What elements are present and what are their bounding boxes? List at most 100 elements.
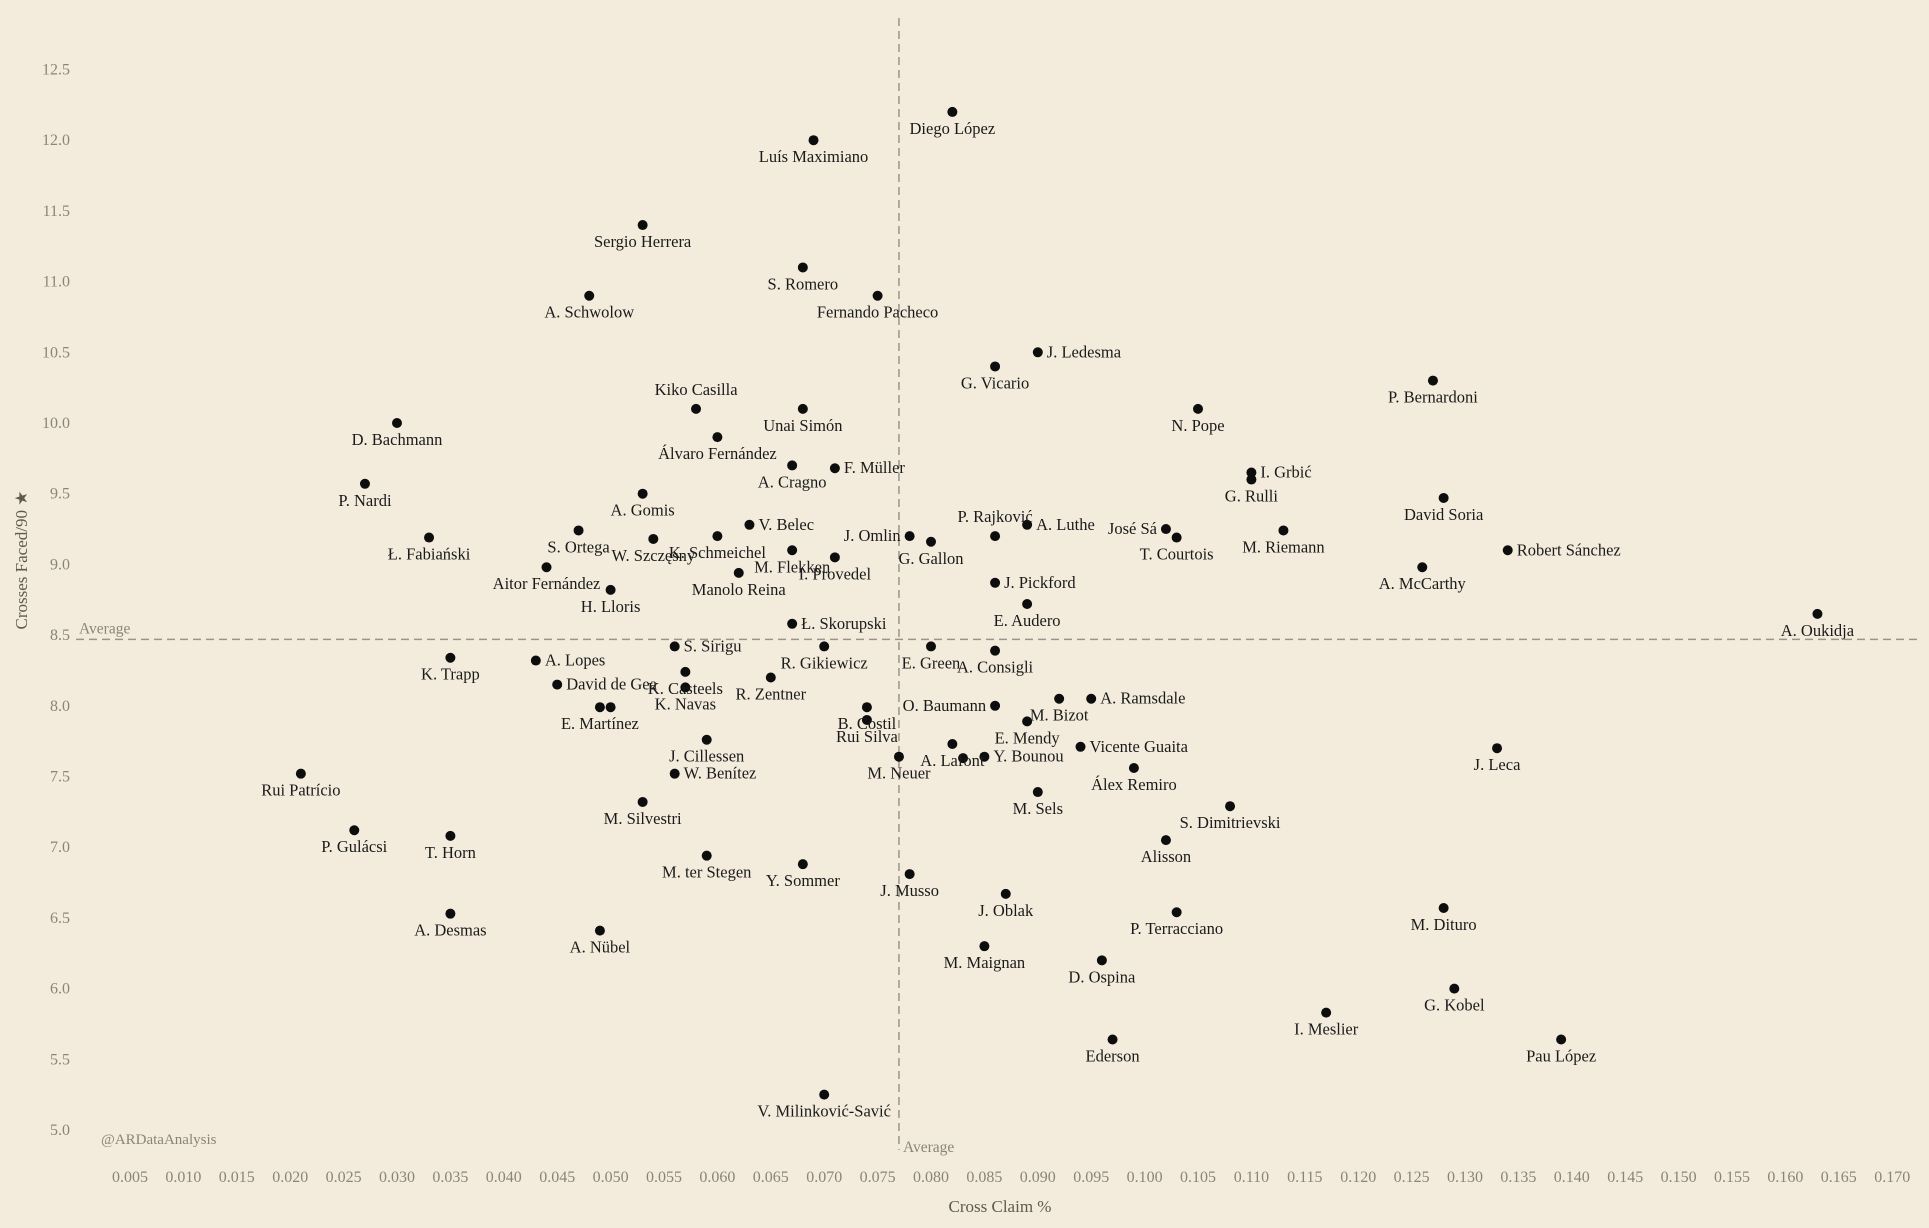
data-point [1000, 888, 1011, 899]
data-point [594, 925, 605, 936]
x-tick-label: 0.065 [753, 1169, 789, 1186]
data-point [1107, 1034, 1118, 1045]
data-point [552, 679, 563, 690]
point-label: S. Ortega [547, 537, 610, 556]
point-label: Rui Silva [836, 727, 899, 746]
point-label: A. Gomis [611, 501, 675, 520]
point-label: K. Schmeichel [669, 543, 767, 562]
data-point [926, 536, 936, 547]
point-label: A. Cragno [758, 472, 827, 491]
x-tick-label: 0.085 [966, 1169, 1002, 1186]
point-label: A. McCarthy [1379, 574, 1467, 593]
data-point [1171, 532, 1182, 543]
x-tick-label: 0.050 [593, 1169, 629, 1186]
data-point [359, 478, 370, 489]
point-label: Luís Maximiano [759, 147, 869, 166]
data-point [1022, 716, 1033, 727]
data-point [1022, 598, 1033, 609]
x-tick-label: 0.080 [913, 1169, 949, 1186]
x-tick-label: 0.130 [1447, 1169, 1483, 1186]
data-point [701, 734, 712, 745]
y-tick-label: 11.5 [43, 203, 70, 220]
x-tick-label: 0.165 [1821, 1169, 1857, 1186]
point-label: Rui Patrício [261, 781, 340, 800]
y-tick-label: 6.5 [50, 910, 70, 927]
data-point [990, 645, 1001, 656]
data-point [541, 562, 552, 573]
x-tick-label: 0.115 [1287, 1169, 1322, 1186]
x-axis-title: Cross Claim % [949, 1197, 1052, 1216]
data-point [1128, 763, 1139, 774]
point-label: F. Müller [844, 458, 906, 477]
data-point [947, 738, 958, 749]
data-point [1225, 801, 1236, 812]
data-point [1449, 983, 1460, 994]
data-point [893, 751, 904, 762]
point-label: J. Ledesma [1047, 342, 1122, 361]
points-layer [295, 106, 1823, 1100]
data-point [445, 652, 456, 663]
point-label: G. Rulli [1225, 487, 1279, 506]
point-label: Vicente Guaita [1090, 737, 1189, 756]
point-label: G. Vicario [961, 373, 1029, 392]
data-point [584, 290, 595, 301]
point-label: Y. Sommer [766, 871, 840, 890]
point-label: P. Nardi [338, 491, 392, 510]
y-tick-label: 12.0 [42, 132, 70, 149]
data-point [1160, 524, 1171, 535]
point-label: O. Baumann [903, 696, 986, 715]
point-label: E. Audero [994, 611, 1061, 630]
point-label: Unai Simón [763, 416, 842, 435]
point-label: Álvaro Fernández [658, 444, 777, 463]
data-point [445, 908, 456, 919]
point-label: David de Gea [566, 675, 657, 694]
avg-y-label: Average [79, 620, 130, 637]
point-label: W. Benítez [684, 764, 757, 783]
point-label: Aitor Fernández [493, 574, 601, 593]
y-tick-label: 9.5 [50, 486, 70, 503]
point-label: Pau López [1526, 1047, 1596, 1066]
data-point [637, 488, 648, 499]
point-label: J. Cillessen [669, 747, 744, 766]
point-label: A. Consigli [957, 658, 1034, 677]
x-tick-label: 0.040 [486, 1169, 522, 1186]
point-label: E. Green [902, 653, 961, 672]
data-point [979, 941, 990, 952]
data-point [445, 830, 456, 841]
point-label: R. Zentner [736, 685, 807, 704]
x-tick-label: 0.045 [539, 1169, 575, 1186]
point-label: D. Bachmann [352, 430, 443, 449]
data-point [1278, 525, 1289, 536]
data-point [691, 403, 702, 414]
point-label: I. Provedel [799, 564, 872, 583]
point-label: V. Belec [758, 515, 814, 534]
point-label: P. Bernardoni [1388, 388, 1478, 407]
x-tick-label: 0.095 [1073, 1169, 1109, 1186]
point-label: A. Desmas [414, 921, 486, 940]
point-label: J. Omlin [844, 526, 901, 545]
point-label: G. Kobel [1424, 996, 1485, 1015]
y-axis-title: Crosses Faced/90 ★ [12, 491, 31, 630]
data-point [392, 418, 402, 428]
x-tick-label: 0.105 [1180, 1169, 1216, 1186]
x-tick-label: 0.155 [1714, 1169, 1750, 1186]
point-label: M. Riemann [1242, 537, 1325, 556]
y-tick-label: 10.5 [42, 344, 70, 361]
point-label: G. Gallon [898, 549, 963, 568]
data-point [990, 700, 1001, 711]
point-label: Ł. Skorupski [801, 614, 887, 633]
avg-x-label: Average [903, 1139, 954, 1156]
data-point [295, 768, 306, 779]
data-point [797, 262, 808, 273]
y-tick-label: 5.5 [50, 1051, 70, 1068]
point-label: B. Costil [838, 714, 897, 733]
y-tick-label: 12.5 [42, 62, 70, 79]
data-point [861, 702, 872, 713]
point-label: A. Ramsdale [1100, 689, 1185, 708]
data-point [904, 531, 915, 542]
x-tick-label: 0.015 [219, 1169, 255, 1186]
data-point [990, 531, 1001, 542]
average-lines: Average Average [76, 18, 1920, 1156]
